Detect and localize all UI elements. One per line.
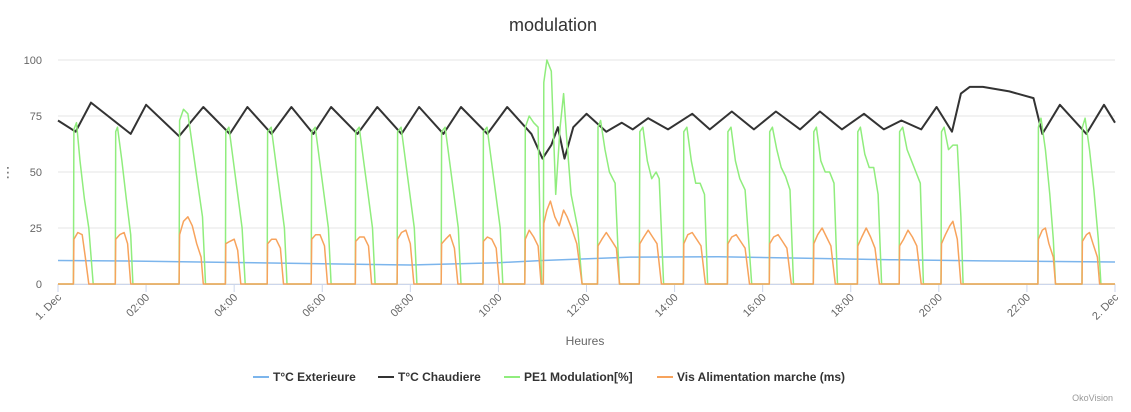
- x-tick-label: 20:00: [917, 292, 945, 320]
- x-axis-ticks: 1. Dec 02:00 04:00 06:00 08:00 10:00 12:00 14:0…: [33, 284, 1121, 323]
- x-tick-label: 16:00: [741, 292, 769, 320]
- x-tick-label: 22:00: [1005, 292, 1033, 320]
- legend-item[interactable]: T°C Exterieure: [253, 370, 356, 384]
- legend: T°C Exterieure T°C Chaudiere PE1 Modulatio…: [253, 370, 845, 384]
- legend-item[interactable]: T°C Chaudiere: [378, 370, 481, 384]
- y-tick-label: 100: [24, 55, 42, 67]
- x-tick-label: 08:00: [389, 292, 417, 320]
- legend-label: T°C Exterieure: [273, 370, 356, 384]
- x-tick-label: 10:00: [477, 292, 505, 320]
- y-tick-label: 75: [30, 111, 42, 123]
- x-tick-label: 1. Dec: [33, 291, 64, 322]
- x-axis-title: Heures: [566, 334, 605, 348]
- x-tick-label: 12:00: [565, 292, 593, 320]
- x-tick-label: 2. Dec: [1090, 291, 1121, 322]
- y-tick-label: 50: [30, 167, 42, 179]
- y-axis-ticks: 0 25 50 75 100: [24, 55, 42, 291]
- legend-item[interactable]: PE1 Modulation[%]: [504, 370, 633, 384]
- y-tick-label: 0: [36, 279, 42, 291]
- x-tick-label: 06:00: [300, 292, 328, 320]
- series-line-1[interactable]: [57, 85, 1116, 160]
- legend-label: Vis Alimentation marche (ms): [677, 370, 845, 384]
- context-menu-icon[interactable]: ⋮: [1, 164, 15, 180]
- x-tick-label: 18:00: [829, 292, 857, 320]
- credits-label[interactable]: OkoVision: [1072, 393, 1113, 403]
- x-tick-label: 02:00: [124, 292, 152, 320]
- series-lines: [57, 59, 1116, 285]
- x-tick-label: 04:00: [212, 292, 240, 320]
- legend-label: T°C Chaudiere: [398, 370, 481, 384]
- series-line-3[interactable]: [58, 200, 1115, 285]
- chart-title: modulation: [509, 15, 597, 35]
- x-tick-label: 14:00: [653, 292, 681, 320]
- legend-item[interactable]: Vis Alimentation marche (ms): [657, 370, 845, 384]
- series-line-0[interactable]: [57, 255, 1116, 266]
- y-tick-label: 25: [30, 223, 42, 235]
- legend-label: PE1 Modulation[%]: [524, 370, 633, 384]
- grid-lines: [58, 59, 1115, 285]
